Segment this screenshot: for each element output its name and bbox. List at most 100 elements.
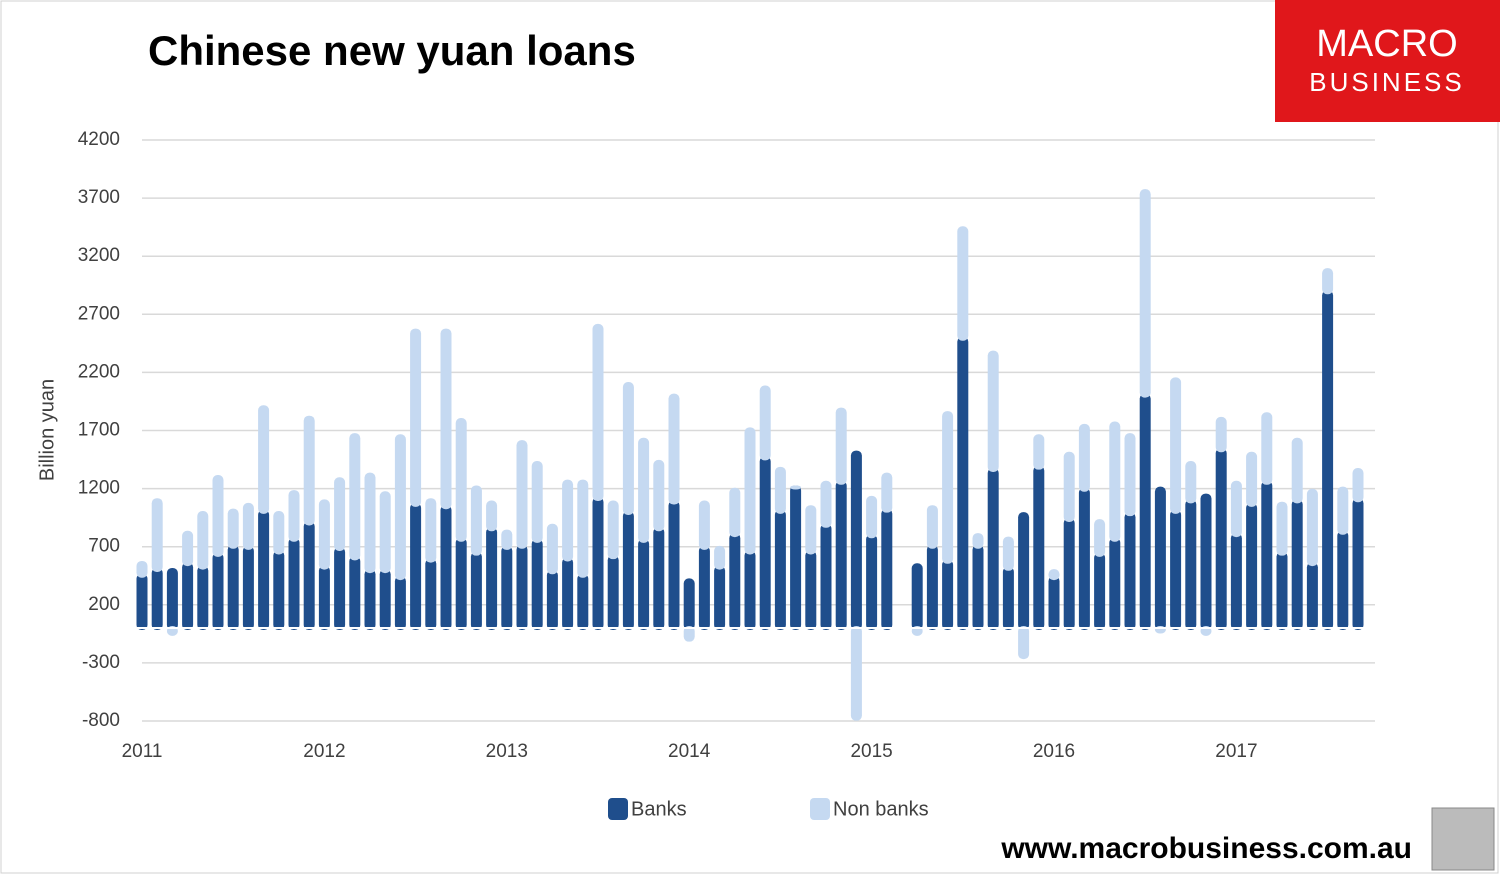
logo-text: MACRO [1316,23,1457,65]
bar-segment [349,433,361,561]
bar-segment [318,565,330,631]
bar-segment [1246,502,1258,631]
x-tick-label: 2011 [122,741,163,762]
y-axis-label: Billion yuan [36,379,58,481]
bar-segment [1352,468,1364,503]
y-tick-label: 2700 [78,303,120,324]
bar-segment [1291,437,1303,504]
bar-segment [926,505,938,549]
bar-segment [820,523,832,631]
bar-segment [410,328,422,507]
legend-swatch [810,798,830,820]
y-tick-label: -800 [82,710,120,731]
bar-segment [835,407,847,485]
y-tick-label: 4200 [78,129,120,150]
bar-segment [455,418,467,542]
bar-segment [1018,626,1030,660]
bar-segment [835,480,847,631]
bar-segment [1215,416,1227,453]
x-tick-label: 2014 [668,741,711,762]
bar-segment [1048,569,1060,581]
bar-segment [668,500,680,631]
bar-segment [942,559,954,631]
bar-segment [303,415,315,526]
bar-segment [881,472,893,513]
bar-segment [714,565,726,631]
bar-segment [364,472,376,574]
y-tick-label: 3700 [78,187,120,208]
bar-segment [151,498,163,572]
bar-segment [242,502,254,550]
bar-segment [1063,517,1075,631]
bar-segment [182,562,194,631]
bar-segment [653,527,665,631]
bar-segment [638,538,650,631]
bar-segment [1170,377,1182,514]
bar-segment [638,437,650,543]
bar-segment [303,521,315,631]
bar-segment [242,545,254,631]
bar-segment [531,461,543,543]
bar-segment [425,558,437,631]
bar-segment [987,468,999,631]
bar-segment [410,502,422,631]
bar-segment [1337,530,1349,631]
legend-label: Banks [631,798,687,820]
bar-segment [714,545,726,570]
bar-segment [486,527,498,631]
bar-segment [957,226,969,341]
bar-segment [1306,488,1318,567]
bar-segment [212,474,224,557]
bar-segment [1185,499,1197,631]
bar-segment [349,556,361,631]
bar-segment [759,385,771,461]
bar-segment [1291,499,1303,631]
bar-segment [653,459,665,532]
bar-segment [516,544,528,631]
bar-segment [866,495,878,539]
bar-segment [622,511,634,631]
bar-segment [1215,448,1227,631]
bar-segment [136,560,148,578]
bar-segment [182,530,194,567]
y-tick-label: 700 [88,536,120,557]
bar-segment [972,533,984,549]
fox-icon [1431,807,1495,871]
bar-segment [607,555,619,631]
bar-segment [759,456,771,631]
y-tick-label: 1700 [78,420,120,441]
bar-segment [334,477,346,552]
bar-segment [227,544,239,631]
bar-segment [881,508,893,631]
bar-segment [774,509,786,631]
bar-segment [972,544,984,631]
y-tick-label: 3200 [78,245,120,266]
logo-box [1275,0,1500,122]
bar-segment [957,336,969,631]
bar-segment [562,479,574,562]
bar-segment [501,545,513,631]
bar-segment [1230,533,1242,631]
x-tick-label: 2016 [1033,741,1075,762]
bar-segment [850,450,862,631]
bar-segment [273,550,285,631]
bar-segment [440,505,452,631]
bar-segment [805,550,817,631]
y-tick-label: -300 [82,652,120,673]
bar-segment [607,500,619,560]
legend-swatch [608,798,628,820]
bar-segment [364,569,376,631]
bar-segment [288,537,300,631]
bar-segment [577,573,589,631]
bar-segment [820,480,832,528]
bar-segment [622,382,634,516]
bar-segment [1200,493,1212,631]
bar-segment [166,567,178,631]
bar-segment [1276,501,1288,556]
bar-segment [729,487,741,538]
bar-segment [744,550,756,631]
bar-segment [455,537,467,631]
bar-segment [394,576,406,631]
